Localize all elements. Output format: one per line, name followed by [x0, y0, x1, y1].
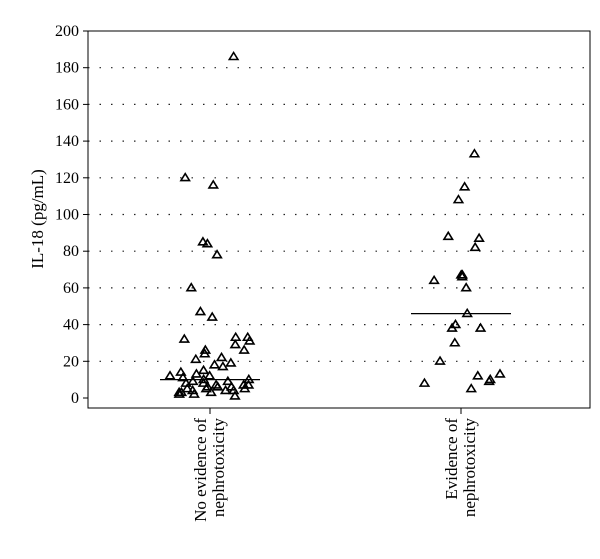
data-point: [219, 384, 232, 395]
y-tick-label: 200: [55, 23, 79, 40]
data-point: [190, 368, 203, 378]
y-tick-label: 0: [71, 390, 79, 407]
data-point: [468, 148, 481, 158]
data-point: [197, 377, 210, 387]
y-tick-label: 40: [63, 317, 79, 334]
y-tick-label: 180: [55, 60, 79, 77]
data-point: [215, 351, 228, 362]
data-point: [211, 249, 223, 259]
data-point: [452, 194, 465, 204]
x-axis: No evidence ofnephrotoxicity Evidence ofn…: [191, 408, 479, 522]
data-point: [194, 306, 207, 316]
data-point: [187, 375, 199, 386]
data-point: [229, 339, 242, 349]
data-point: [199, 344, 212, 354]
data-point: [217, 361, 229, 371]
median-lines: [160, 312, 511, 381]
data-point: [199, 348, 211, 358]
data-point: [173, 386, 185, 397]
data-point: [465, 383, 477, 393]
data-point: [446, 322, 458, 332]
data-point: [428, 274, 440, 285]
data-point: [243, 335, 256, 345]
data-point: [469, 241, 481, 252]
data-point: [203, 370, 216, 380]
data-point: [207, 179, 219, 189]
data-point: [456, 271, 468, 281]
data-point: [483, 375, 495, 386]
data-point: [197, 373, 210, 384]
data-point: [197, 236, 209, 246]
data-point: [188, 388, 200, 398]
plot-frame: [87, 30, 591, 409]
gridlines: [88, 67, 590, 362]
data-point: [449, 337, 461, 347]
data-point: [181, 383, 193, 393]
data-point: [208, 359, 221, 369]
data-point: [456, 269, 469, 279]
data-point: [173, 388, 186, 398]
y-axis-title: IL-18 (pg/mL): [28, 169, 47, 269]
data-point: [472, 370, 484, 380]
data-point: [434, 355, 446, 365]
data-point: [474, 322, 487, 332]
x-category-label: Evidence ofnephrotoxicity: [442, 418, 479, 518]
data-point: [227, 50, 240, 61]
y-tick-label: 60: [63, 280, 79, 297]
data-point: [201, 238, 214, 248]
data-point: [461, 307, 473, 318]
data-point: [238, 344, 250, 354]
data-point: [197, 364, 210, 375]
data-point: [225, 357, 237, 367]
data-point: [200, 383, 212, 393]
data-point: [494, 368, 506, 378]
y-tick-label: 120: [55, 170, 79, 187]
data-point: [460, 282, 472, 292]
data-point: [449, 318, 462, 329]
data-point: [177, 372, 189, 382]
data-point: [442, 230, 454, 241]
data-point: [212, 381, 224, 391]
data-point: [175, 366, 187, 376]
data-point: [222, 375, 234, 386]
y-axis: 0 20 40 60 80 100 120 140 160 180 200: [55, 23, 88, 407]
y-tick-label: 20: [63, 353, 79, 370]
data-point: [190, 353, 202, 364]
data-points: [164, 50, 506, 400]
data-point: [229, 331, 242, 342]
data-point: [205, 386, 217, 397]
data-point: [237, 379, 250, 389]
y-tick-label: 160: [55, 96, 79, 113]
data-point: [206, 311, 218, 321]
data-point: [179, 172, 191, 182]
y-tick-label: 100: [55, 207, 79, 224]
data-point: [185, 282, 198, 292]
data-point: [164, 370, 176, 380]
x-category-label: No evidence ofnephrotoxicity: [191, 418, 228, 522]
data-point: [418, 377, 431, 387]
data-point: [239, 383, 251, 393]
y-tick-label: 80: [63, 243, 79, 260]
y-tick-label: 140: [55, 133, 79, 150]
data-point: [473, 232, 485, 242]
data-point: [178, 333, 191, 343]
data-point: [229, 390, 241, 400]
data-point: [458, 181, 471, 191]
